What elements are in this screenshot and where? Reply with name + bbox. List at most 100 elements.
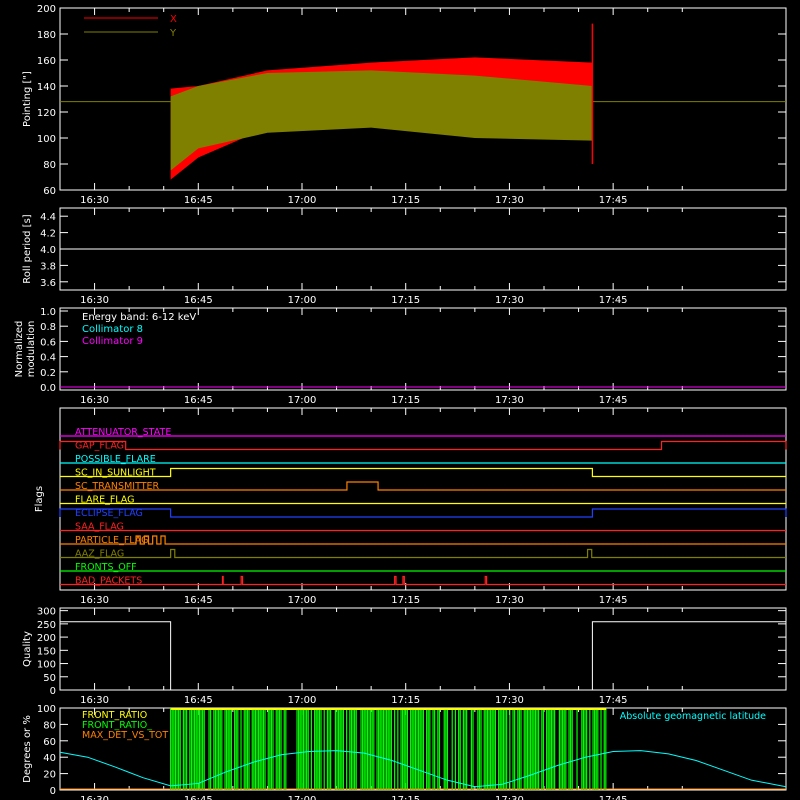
x-tick-label: 17:15 [391,595,420,606]
y-tick-label: 0.2 [40,368,56,379]
x-tick-label: 16:30 [80,395,109,406]
x-tick-label: 17:45 [599,295,628,306]
x-tick-label: 17:00 [288,595,317,606]
y-tick-label: 0.6 [40,337,56,348]
y-tick-label: 3.8 [40,261,56,272]
flag-trace [59,440,787,451]
x-tick-label: 17:30 [495,795,524,800]
y-tick-label: 0.8 [40,322,56,333]
x-tick-label: 17:15 [391,795,420,800]
y-tick-label: 4.4 [40,212,56,223]
x-tick-label: 17:15 [391,295,420,306]
y-tick-label: 100 [37,704,56,715]
legend-label: FRONT_RATIO_ [82,720,152,731]
x-tick-label: 17:15 [391,695,420,706]
y-tick-label: 80 [43,160,56,171]
y-tick-label: 0 [50,686,56,697]
y-tick-label: 0 [50,786,56,797]
y-tick-label: 200 [37,633,56,644]
x-tick-label: 17:30 [495,195,524,206]
flag-label: ATTENUATOR_STATE [75,427,171,438]
x-tick-label: 17:45 [599,595,628,606]
x-tick-label: 17:00 [288,195,317,206]
flag-label: ECLIPSE_FLAG [75,508,143,519]
x-tick-label: 17:00 [288,795,317,800]
x-tick-label: 17:15 [391,395,420,406]
x-tick-label: 16:30 [80,695,109,706]
legend-label: FRONT_RATIO [82,710,147,721]
y-tick-label: 50 [43,673,56,684]
x-tick-label: 17:00 [288,295,317,306]
y-axis-label: Normalized [14,321,25,378]
panel-frame [59,7,787,191]
y-tick-label: 180 [37,30,56,41]
panel-ratios: 16:30 16:45 17:00 17:15 17:30 17:45 0 20 40 60 80 1… [22,704,787,800]
y-tick-label: 60 [43,737,56,748]
x-tick-label: 17:45 [599,195,628,206]
x-tick-label: 17:30 [495,595,524,606]
flag-label: FRONTS_OFF [75,562,137,573]
x-tick-label: 16:45 [184,595,213,606]
flag-label: FLARE_FLAG [75,495,135,506]
y-axis-label: modulation [26,321,37,378]
legend-label: X [170,14,177,25]
x-tick-label: 17:30 [495,295,524,306]
flag-label: GAP_FLAG [75,441,124,452]
y-tick-label: 1.0 [40,307,56,318]
latitude-legend-label: Absolute geomagnetic latitude [620,711,766,722]
y-axis-label: Pointing ["] [22,71,33,127]
legend-label: Y [169,28,177,39]
x-tick-label: 16:30 [80,195,109,206]
latitude-series [59,750,787,788]
x-tick-label: 17:45 [599,395,628,406]
pointing-y-series [170,70,593,171]
y-tick-label: 120 [37,108,56,119]
y-axis-label: Roll period [s] [22,214,33,283]
x-tick-label: 17:30 [495,695,524,706]
panel-frame [59,307,787,391]
x-tick-label: 17:30 [495,395,524,406]
flag-label: PARTICLE_FLAG [75,535,148,546]
x-tick-label: 16:30 [80,595,109,606]
y-axis-label: Quality [22,631,33,667]
y-tick-label: 200 [37,4,56,15]
y-tick-label: 100 [37,660,56,671]
modulation-annotation: Collimator 9 [82,336,143,347]
flag-label: SC_IN_SUNLIGHT [75,468,156,479]
flag-trace [59,508,787,518]
flag-trace [60,575,786,586]
y-tick-label: 20 [43,770,56,781]
flag-trace [60,481,786,491]
flag-label: POSSIBLE_FLARE [75,454,156,465]
panel-frame [59,607,787,691]
y-tick-label: 250 [37,620,56,631]
x-tick-label: 17:45 [599,795,628,800]
y-tick-label: 160 [37,56,56,67]
quality-series [60,621,786,691]
x-tick-label: 16:30 [80,295,109,306]
panel-flags: 16:30 16:45 17:00 17:15 17:30 17:45 Flags ATTEN… [34,407,787,606]
y-tick-label: 100 [37,134,56,145]
y-tick-label: 140 [37,82,56,93]
y-tick-label: 4.2 [40,229,56,240]
panel-modulation: 16:30 16:45 17:00 17:15 17:30 17:45 0.0 0.2 0.4 0… [14,307,787,406]
y-tick-label: 150 [37,646,56,657]
flag-label: SAA_FLAG [75,522,124,533]
flag-label: BAD_PACKETS [75,576,142,587]
flag-label: AAZ_FLAG [75,549,124,560]
modulation-annotation: Energy band: 6-12 keV [82,312,196,323]
panel-roll-period: 16:30 16:45 17:00 17:15 17:30 17:45 3.6 3.8 4.0 4… [22,207,787,306]
x-tick-label: 17:00 [288,695,317,706]
flag-label: SC_TRANSMITTER [75,481,160,492]
flag-trace [60,467,786,478]
panel-pointing: 16:30 16:45 17:00 17:15 17:30 17:45 60 80 100 120… [22,4,787,206]
y-tick-label: 300 [37,607,56,618]
y-tick-label: 80 [43,720,56,731]
x-tick-label: 16:45 [184,795,213,800]
y-axis-label: Flags [34,486,45,512]
y-tick-label: 60 [43,186,56,197]
y-tick-label: 0.4 [40,353,56,364]
y-tick-label: 4.0 [40,245,56,256]
modulation-annotation: Collimator 8 [82,324,143,335]
